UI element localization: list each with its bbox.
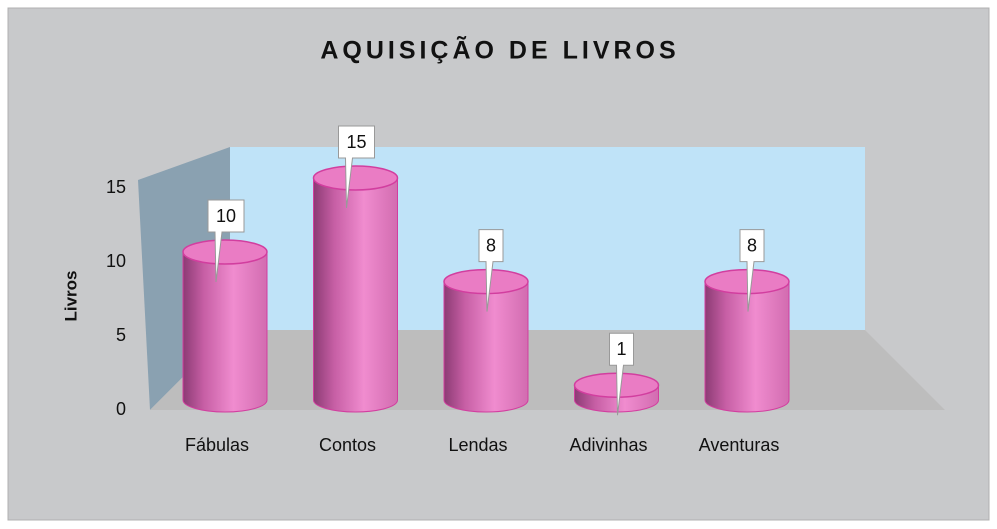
callout xyxy=(478,229,504,312)
y-tick-label: 15 xyxy=(106,177,126,197)
y-tick-label: 10 xyxy=(106,251,126,271)
callout xyxy=(207,199,245,283)
x-tick-label: Contos xyxy=(319,435,376,455)
bar-top xyxy=(312,165,399,191)
callout xyxy=(609,332,634,416)
callout xyxy=(338,125,375,209)
bar xyxy=(443,281,529,413)
callout xyxy=(739,229,765,312)
data-label: 8 xyxy=(747,235,757,255)
x-tick-label: Adivinhas xyxy=(569,435,647,455)
y-tick-label: 0 xyxy=(116,399,126,419)
bar xyxy=(182,251,268,413)
bar xyxy=(704,281,790,413)
data-label: 1 xyxy=(616,339,626,359)
y-tick-label: 5 xyxy=(116,325,126,345)
chart-title: AQUISIÇÃO DE LIVROS xyxy=(320,35,679,65)
data-label: 8 xyxy=(486,235,496,255)
data-label: 15 xyxy=(346,132,366,152)
bar-top xyxy=(182,239,268,265)
floor xyxy=(150,330,945,410)
bar xyxy=(313,177,398,413)
x-tick-label: Aventuras xyxy=(699,435,780,455)
data-label: 10 xyxy=(216,206,236,226)
x-tick-label: Fábulas xyxy=(185,435,249,455)
x-tick-label: Lendas xyxy=(448,435,507,455)
y-axis-label: Livros xyxy=(61,270,80,321)
